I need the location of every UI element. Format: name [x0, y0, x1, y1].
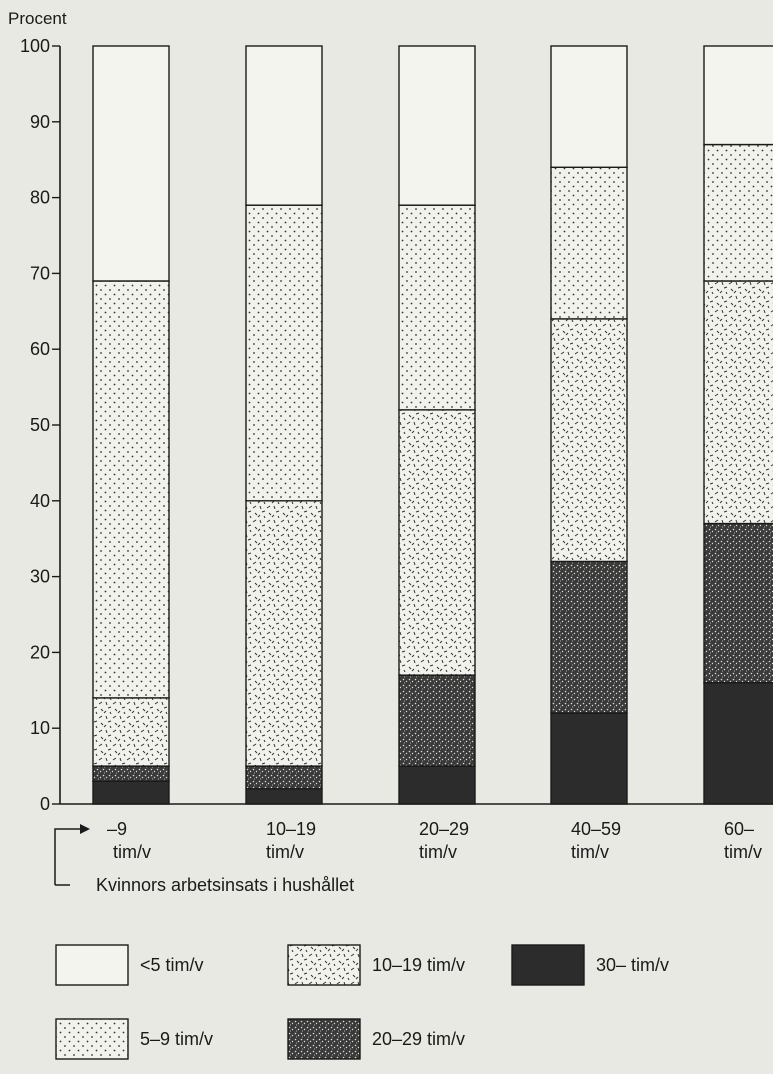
bar-segment: [398, 45, 476, 206]
x-tick-label: 60–: [724, 819, 754, 839]
x-axis-title: Kvinnors arbetsinsats i hushållet: [96, 875, 354, 895]
bar-segment: [703, 522, 773, 684]
legend-swatch: [287, 1018, 361, 1060]
y-tick-label: 40: [30, 491, 50, 511]
y-tick-label: 50: [30, 415, 50, 435]
y-tick-label: 10: [30, 718, 50, 738]
x-axis-arrowhead: [80, 824, 90, 834]
bar-segment: [245, 765, 323, 790]
bar-segment: [92, 280, 170, 699]
bar-segment: [550, 166, 628, 320]
bar-segment: [550, 560, 628, 714]
y-axis-title: Procent: [8, 9, 67, 28]
bar-segment: [550, 45, 628, 168]
legend-swatch: [55, 944, 129, 986]
legend-label: <5 tim/v: [140, 955, 204, 975]
bar-segment: [245, 204, 323, 502]
y-tick-label: 0: [40, 794, 50, 814]
y-tick-label: 20: [30, 642, 50, 662]
bar-segment: [92, 765, 170, 782]
bar-segment: [703, 280, 773, 525]
y-tick-label: 100: [20, 36, 50, 56]
legend-label: 20–29 tim/v: [372, 1029, 465, 1049]
legend-swatch: [287, 944, 361, 986]
bar-segment: [245, 788, 323, 805]
x-tick-label: tim/v: [724, 842, 762, 862]
bar-segment: [92, 780, 170, 805]
legend-swatch: [511, 944, 585, 986]
y-tick-label: 80: [30, 188, 50, 208]
y-tick-label: 30: [30, 567, 50, 587]
x-tick-label: tim/v: [571, 842, 609, 862]
y-tick-label: 90: [30, 112, 50, 132]
bar-segment: [398, 765, 476, 805]
bar-segment: [550, 318, 628, 563]
x-tick-label: tim/v: [419, 842, 457, 862]
x-tick-label: –9: [107, 819, 127, 839]
x-tick-label: 20–29: [419, 819, 469, 839]
x-axis-arrow: [54, 828, 80, 885]
legend-label: 5–9 tim/v: [140, 1029, 213, 1049]
bar-segment: [245, 500, 323, 767]
bar-segment: [92, 697, 170, 767]
legend-label: 10–19 tim/v: [372, 955, 465, 975]
x-tick-label: 10–19: [266, 819, 316, 839]
bar-segment: [245, 45, 323, 206]
legend-swatch: [55, 1018, 129, 1060]
bar-segment: [398, 204, 476, 411]
bar-segment: [703, 45, 773, 146]
bar-segment: [703, 682, 773, 805]
y-tick-label: 60: [30, 339, 50, 359]
bar-segment: [398, 409, 476, 676]
bar-segment: [92, 45, 170, 282]
bar-segment: [703, 143, 773, 282]
x-tick-label: tim/v: [266, 842, 304, 862]
legend-label: 30– tim/v: [596, 955, 669, 975]
x-tick-label: 40–59: [571, 819, 621, 839]
y-tick-label: 70: [30, 263, 50, 283]
bar-segment: [550, 712, 628, 805]
bar-segment: [398, 674, 476, 767]
x-tick-label: tim/v: [113, 842, 151, 862]
